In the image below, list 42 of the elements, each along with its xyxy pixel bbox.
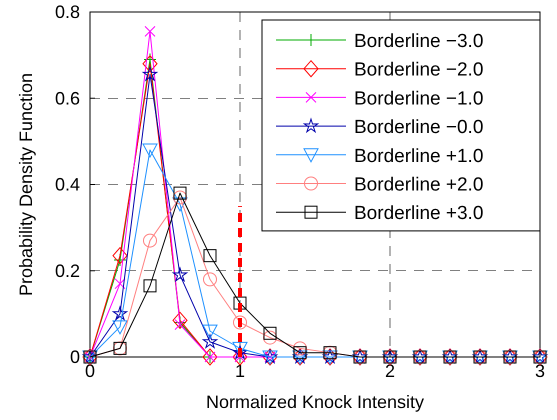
point — [142, 55, 158, 72]
point — [173, 190, 187, 204]
x-tick-label: 2 — [384, 361, 396, 381]
point — [112, 306, 128, 320]
y-tick-label: 0.6 — [54, 88, 80, 108]
point — [202, 334, 218, 348]
legend-label: Borderline +3.0 — [354, 203, 484, 224]
point — [263, 330, 277, 345]
point — [142, 67, 158, 81]
point — [204, 249, 216, 262]
point — [174, 186, 186, 200]
y-tick-label: 0.8 — [54, 2, 80, 22]
legend-label: Borderline −3.0 — [354, 31, 484, 52]
legend-label: Borderline −2.0 — [354, 60, 484, 81]
point — [144, 279, 156, 292]
point — [234, 296, 246, 310]
x-tick-label: 3 — [534, 361, 546, 381]
legend-label: Borderline +1.0 — [354, 146, 484, 167]
point — [202, 324, 218, 339]
x-tick-label: 0 — [84, 361, 96, 381]
legend-label: Borderline −0.0 — [354, 117, 484, 138]
point — [142, 144, 158, 158]
point — [144, 26, 156, 37]
point — [172, 268, 188, 282]
legend-label: Borderline −1.0 — [354, 88, 484, 110]
point — [143, 234, 157, 248]
point — [112, 320, 128, 334]
point — [172, 197, 188, 212]
point — [233, 316, 247, 330]
point — [203, 272, 217, 286]
point — [172, 312, 188, 329]
point — [264, 326, 276, 340]
legend-label: Borderline +2.0 — [354, 174, 484, 196]
y-tick-label: 0 — [70, 347, 80, 367]
point — [114, 278, 126, 290]
point — [112, 247, 128, 264]
x-axis-title: Normalized Knock Intensity — [206, 392, 424, 412]
y-tick-label: 0.2 — [54, 260, 80, 281]
y-tick-label: 0.4 — [54, 174, 80, 194]
y-axis-title: Probability Density Function — [16, 72, 36, 296]
x-tick-label: 1 — [234, 361, 246, 381]
point — [232, 345, 248, 359]
